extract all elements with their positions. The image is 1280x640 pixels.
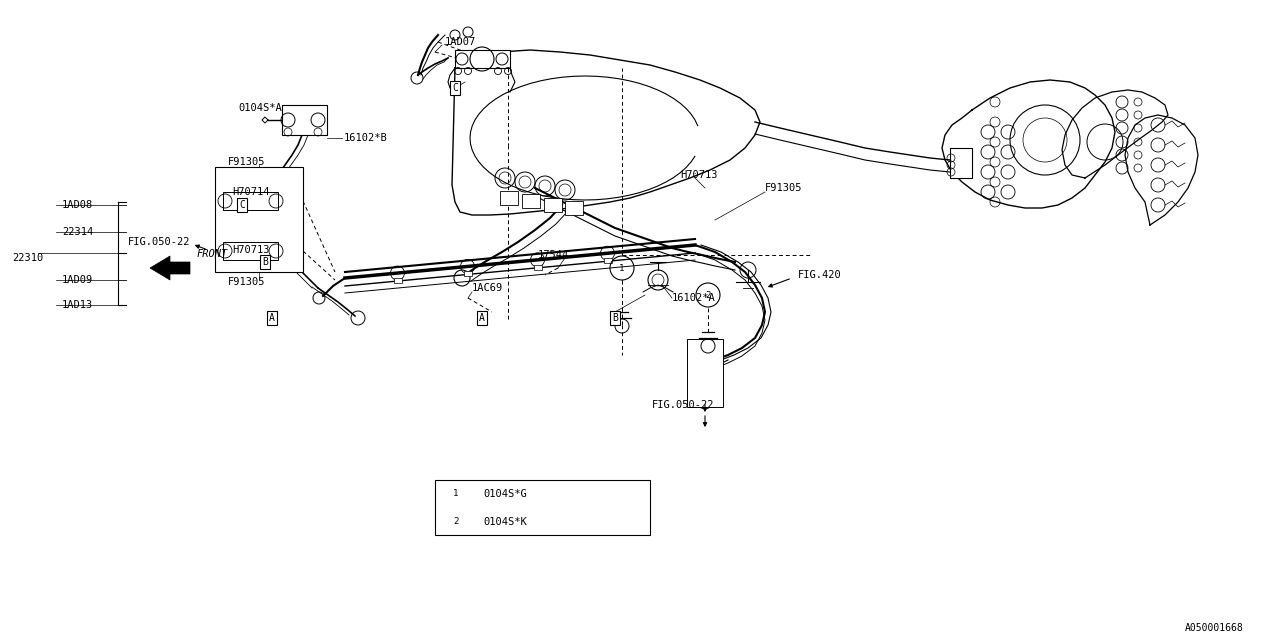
FancyBboxPatch shape: [282, 105, 326, 135]
Text: C: C: [452, 83, 458, 93]
Text: A: A: [269, 313, 275, 323]
Text: 1AD07: 1AD07: [445, 37, 476, 47]
FancyBboxPatch shape: [534, 265, 541, 270]
Text: F91305: F91305: [228, 277, 265, 287]
FancyBboxPatch shape: [215, 167, 303, 272]
Text: 2: 2: [705, 291, 710, 300]
FancyBboxPatch shape: [463, 271, 471, 276]
Text: A: A: [479, 313, 485, 323]
Text: 1AC69: 1AC69: [472, 283, 503, 293]
FancyBboxPatch shape: [223, 192, 278, 210]
Text: 22310: 22310: [12, 253, 44, 263]
FancyBboxPatch shape: [223, 242, 278, 260]
Text: 0104S*G: 0104S*G: [483, 489, 527, 499]
Text: 17544: 17544: [538, 250, 570, 260]
Text: 0104S*K: 0104S*K: [483, 517, 527, 527]
Text: 1AD08: 1AD08: [61, 200, 93, 210]
Text: B: B: [262, 257, 268, 267]
Text: 1: 1: [453, 490, 458, 499]
Text: 0104S*A: 0104S*A: [238, 103, 282, 113]
Text: 1AD09: 1AD09: [61, 275, 93, 285]
Text: 16102*A: 16102*A: [672, 293, 716, 303]
Text: F91305: F91305: [228, 157, 265, 167]
Text: FRONT: FRONT: [197, 249, 228, 259]
FancyBboxPatch shape: [522, 194, 540, 208]
FancyBboxPatch shape: [950, 148, 972, 178]
FancyBboxPatch shape: [564, 201, 582, 215]
Text: H70714: H70714: [232, 187, 270, 197]
Text: C: C: [239, 200, 244, 210]
Text: FIG.050-22: FIG.050-22: [652, 400, 714, 410]
FancyBboxPatch shape: [544, 198, 562, 212]
Text: 1AD13: 1AD13: [61, 300, 93, 310]
FancyBboxPatch shape: [687, 339, 723, 407]
Text: FIG.420: FIG.420: [797, 270, 842, 280]
Text: 22314: 22314: [61, 227, 93, 237]
FancyBboxPatch shape: [603, 259, 612, 263]
FancyBboxPatch shape: [500, 191, 518, 205]
Text: F91305: F91305: [765, 183, 803, 193]
FancyBboxPatch shape: [435, 480, 650, 535]
Text: A050001668: A050001668: [1185, 623, 1244, 633]
Text: H70713: H70713: [232, 245, 270, 255]
FancyBboxPatch shape: [698, 348, 713, 400]
Text: B: B: [612, 313, 618, 323]
Polygon shape: [150, 256, 189, 280]
Text: 2: 2: [453, 518, 458, 527]
Text: 1: 1: [620, 264, 625, 273]
FancyBboxPatch shape: [393, 278, 402, 283]
Text: H70713: H70713: [680, 170, 718, 180]
Text: FIG.050-22: FIG.050-22: [128, 237, 191, 247]
Text: 16102*B: 16102*B: [344, 133, 388, 143]
FancyBboxPatch shape: [454, 50, 509, 68]
FancyBboxPatch shape: [250, 228, 273, 240]
